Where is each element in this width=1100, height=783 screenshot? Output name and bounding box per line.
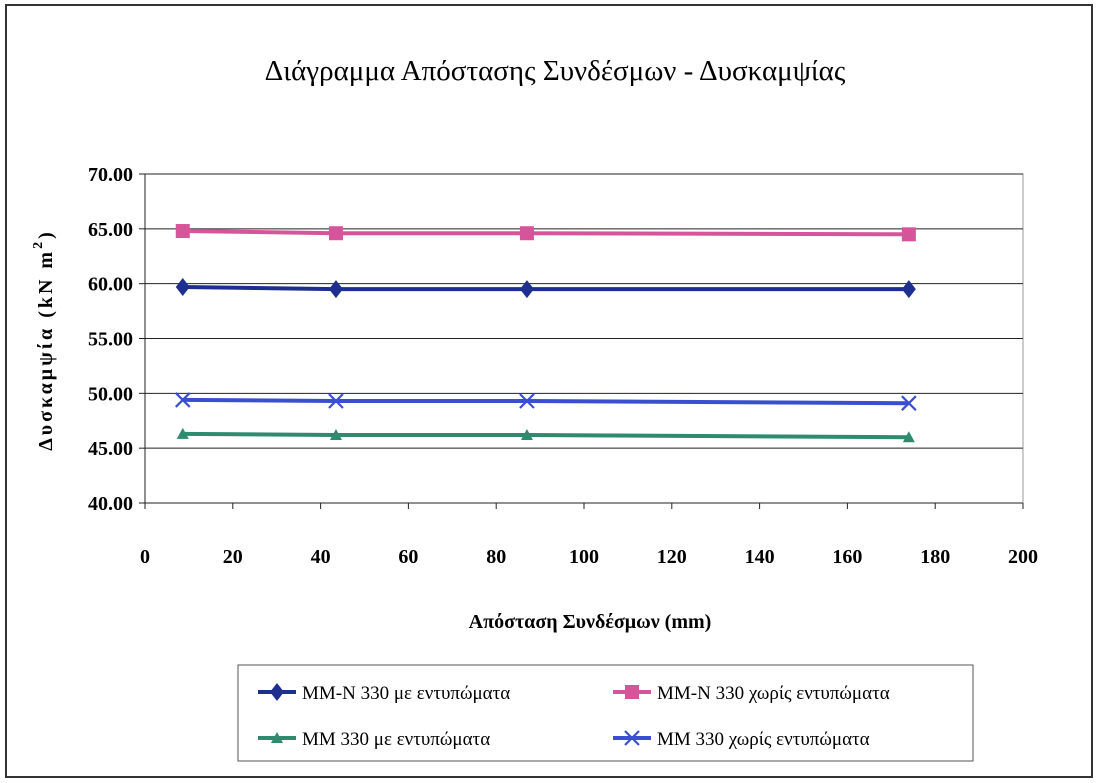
x-axis-label: Απόσταση Συνδέσμων (mm) — [469, 611, 712, 633]
legend-label-4: MM 330 χωρίς εντυπώματα — [657, 729, 870, 750]
series-4-line — [182, 397, 909, 406]
legend-label-3: MM 330 με εντυπώματα — [302, 729, 490, 750]
series-2 — [175, 224, 916, 242]
series-1-line — [182, 285, 909, 292]
x-tick-label-60: 60 — [398, 546, 418, 568]
y-axis-label: Δυσκαμψία (kN m2) — [31, 229, 57, 451]
series-layer — [174, 224, 917, 443]
y-tick-label-65.00: 65.00 — [88, 219, 133, 241]
series-1-point-4 — [901, 280, 916, 299]
x-axis-ticks: 0 20 40 60 80 100 120 140 160 180 200 — [140, 174, 1038, 568]
x-tick-label-80: 80 — [486, 546, 506, 568]
x-tick-label-120: 120 — [657, 546, 687, 568]
series-3-point-3 — [520, 429, 533, 441]
legend-item-1: MM-N 330 με εντυπώματα — [258, 683, 510, 704]
series-1 — [175, 277, 916, 299]
series-1-point-2 — [328, 280, 343, 299]
y-tick-label-70.00: 70.00 — [88, 164, 133, 186]
y-axis-ticks: 40.00 45.00 50.00 55.00 60.00 65.00 70.00 — [88, 164, 145, 515]
legend-marker-3 — [271, 732, 283, 743]
x-tick-label-20: 20 — [223, 546, 243, 568]
legend-marker-2 — [625, 685, 639, 699]
series-2-line — [182, 229, 909, 237]
legend-label-1: MM-N 330 με εντυπώματα — [302, 683, 510, 704]
y-tick-label-50.00: 50.00 — [88, 383, 133, 405]
y-tick-label-45.00: 45.00 — [88, 438, 133, 460]
y-tick-label-40.00: 40.00 — [88, 493, 133, 515]
series-2-point-2 — [328, 226, 343, 241]
chart-title: Διάγραμμα Απόστασης Συνδέσμων - Δυσκαμψί… — [265, 55, 846, 87]
series-4-point-2 — [328, 393, 344, 409]
y-axis-label-superscript: 2 — [31, 239, 46, 249]
y-tick-label-55.00: 55.00 — [88, 329, 133, 351]
series-4-point-3 — [519, 393, 535, 409]
y-axis-label-close: ) — [35, 229, 57, 239]
legend-item-2: MM-N 330 χωρίς εντυπώματα — [613, 683, 890, 704]
x-tick-label-180: 180 — [920, 546, 950, 568]
series-1-point-3 — [519, 280, 534, 299]
x-tick-label-200: 200 — [1008, 546, 1038, 568]
series-3 — [176, 427, 915, 443]
series-3-point-2 — [329, 429, 342, 441]
series-2-point-3 — [519, 226, 534, 241]
series-4-point-1 — [174, 392, 191, 408]
x-tick-label-160: 160 — [832, 546, 862, 568]
x-tick-label-40: 40 — [311, 546, 331, 568]
legend-item-3: MM 330 με εντυπώματα — [258, 729, 490, 750]
series-2-point-1 — [175, 224, 190, 239]
legend-marker-4 — [624, 730, 640, 746]
series-3-point-1 — [176, 427, 189, 439]
x-tick-label-140: 140 — [745, 546, 775, 568]
y-tick-label-60.00: 60.00 — [88, 274, 133, 296]
y-axis-label-main: Δυσκαμψία (kN m — [35, 249, 57, 451]
series-4-point-4 — [901, 395, 917, 411]
series-3-line — [182, 431, 909, 440]
series-4 — [174, 392, 917, 411]
legend-marker-1 — [270, 683, 284, 701]
x-tick-label-0: 0 — [140, 546, 150, 568]
legend-item-4: MM 330 χωρίς εντυπώματα — [613, 729, 870, 750]
series-2-point-4 — [901, 227, 916, 242]
legend-label-2: MM-N 330 χωρίς εντυπώματα — [657, 683, 890, 704]
legend: MM-N 330 με εντυπώματα MM-N 330 χωρίς εντ… — [258, 683, 890, 750]
x-tick-label-100: 100 — [569, 546, 599, 568]
series-3-point-4 — [902, 431, 915, 443]
legend-box — [237, 664, 974, 762]
gridlines — [145, 173, 1023, 449]
series-1-point-1 — [175, 277, 190, 296]
